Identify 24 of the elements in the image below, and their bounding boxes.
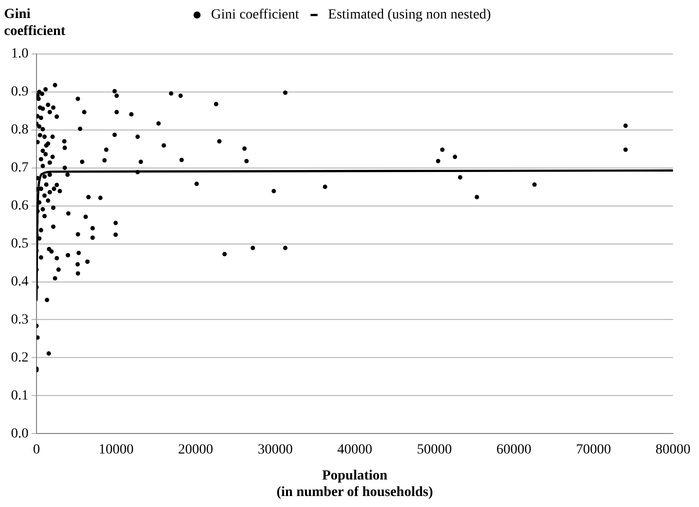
y-tick-label: 0.8 [11,122,28,138]
y-tick-label: 0.4 [11,274,28,290]
x-tick-label: 30000 [258,442,293,458]
x-axis-title: Population (in number of households) [276,468,434,500]
x-tick-label: 60000 [496,442,532,458]
x-tick-label: 40000 [337,442,372,458]
x-tick-label: 80000 [656,442,690,458]
x-tick-label: 20000 [178,442,214,458]
y-tick-label: 0.2 [11,350,28,366]
y-tick-label: 0.0 [11,426,28,442]
y-axis-title: Gini coefficient [4,6,66,40]
y-tick-label: 1.0 [11,46,28,62]
x-tick-label: 10000 [98,442,134,458]
y-tick-label: 0.9 [11,84,28,100]
y-tick-label: 0.1 [11,388,28,404]
x-tick-label: 50000 [416,442,452,458]
x-tick-label: 0 [33,442,40,458]
legend-label: Gini coefficient [211,8,300,23]
y-tick-label: 0.7 [11,160,28,176]
y-tick-label: 0.3 [11,312,28,328]
legend-label: Estimated (using non nested) [328,8,492,23]
y-tick-label: 0.6 [11,198,28,214]
x-tick-label: 70000 [576,442,611,458]
y-tick-label: 0.5 [11,236,28,252]
